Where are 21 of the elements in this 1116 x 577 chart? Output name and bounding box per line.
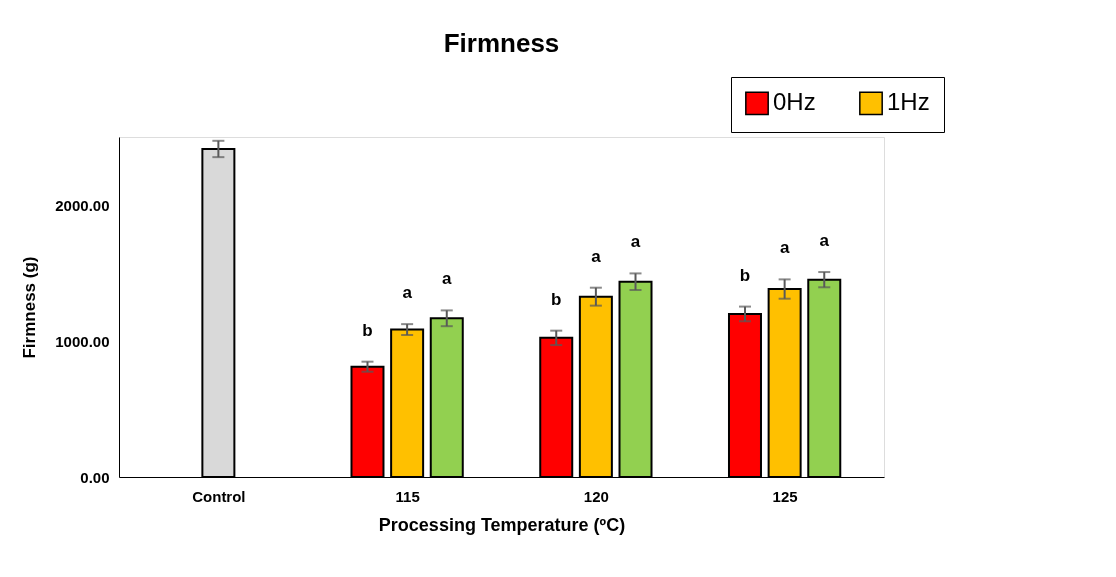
x-tick-label: 120	[583, 487, 609, 505]
y-tick-label: 0.00	[80, 468, 110, 486]
y-axis-title: Firmness (g)	[20, 256, 40, 359]
data-label: b	[362, 320, 373, 340]
legend-label: 1Hz	[887, 88, 930, 116]
x-tick-label: 115	[395, 487, 420, 505]
y-tick-label: 1000.00	[55, 332, 110, 350]
data-label: b	[739, 265, 751, 285]
data-label: a	[402, 283, 413, 303]
x-tick-label: 125	[772, 487, 798, 505]
x-axis-title: Processing Temperature (ºC)	[378, 514, 626, 535]
y-tick-label: 2000.00	[55, 196, 110, 214]
data-label: a	[819, 231, 830, 251]
x-tick-label: Control	[192, 487, 246, 505]
data-label: a	[591, 246, 602, 266]
data-label: b	[551, 289, 562, 309]
legend-label: 0Hz	[773, 88, 816, 116]
data-label: a	[779, 238, 790, 258]
data-label: a	[630, 232, 641, 252]
data-label: a	[442, 269, 453, 289]
chart-title: Firmness	[443, 27, 560, 58]
